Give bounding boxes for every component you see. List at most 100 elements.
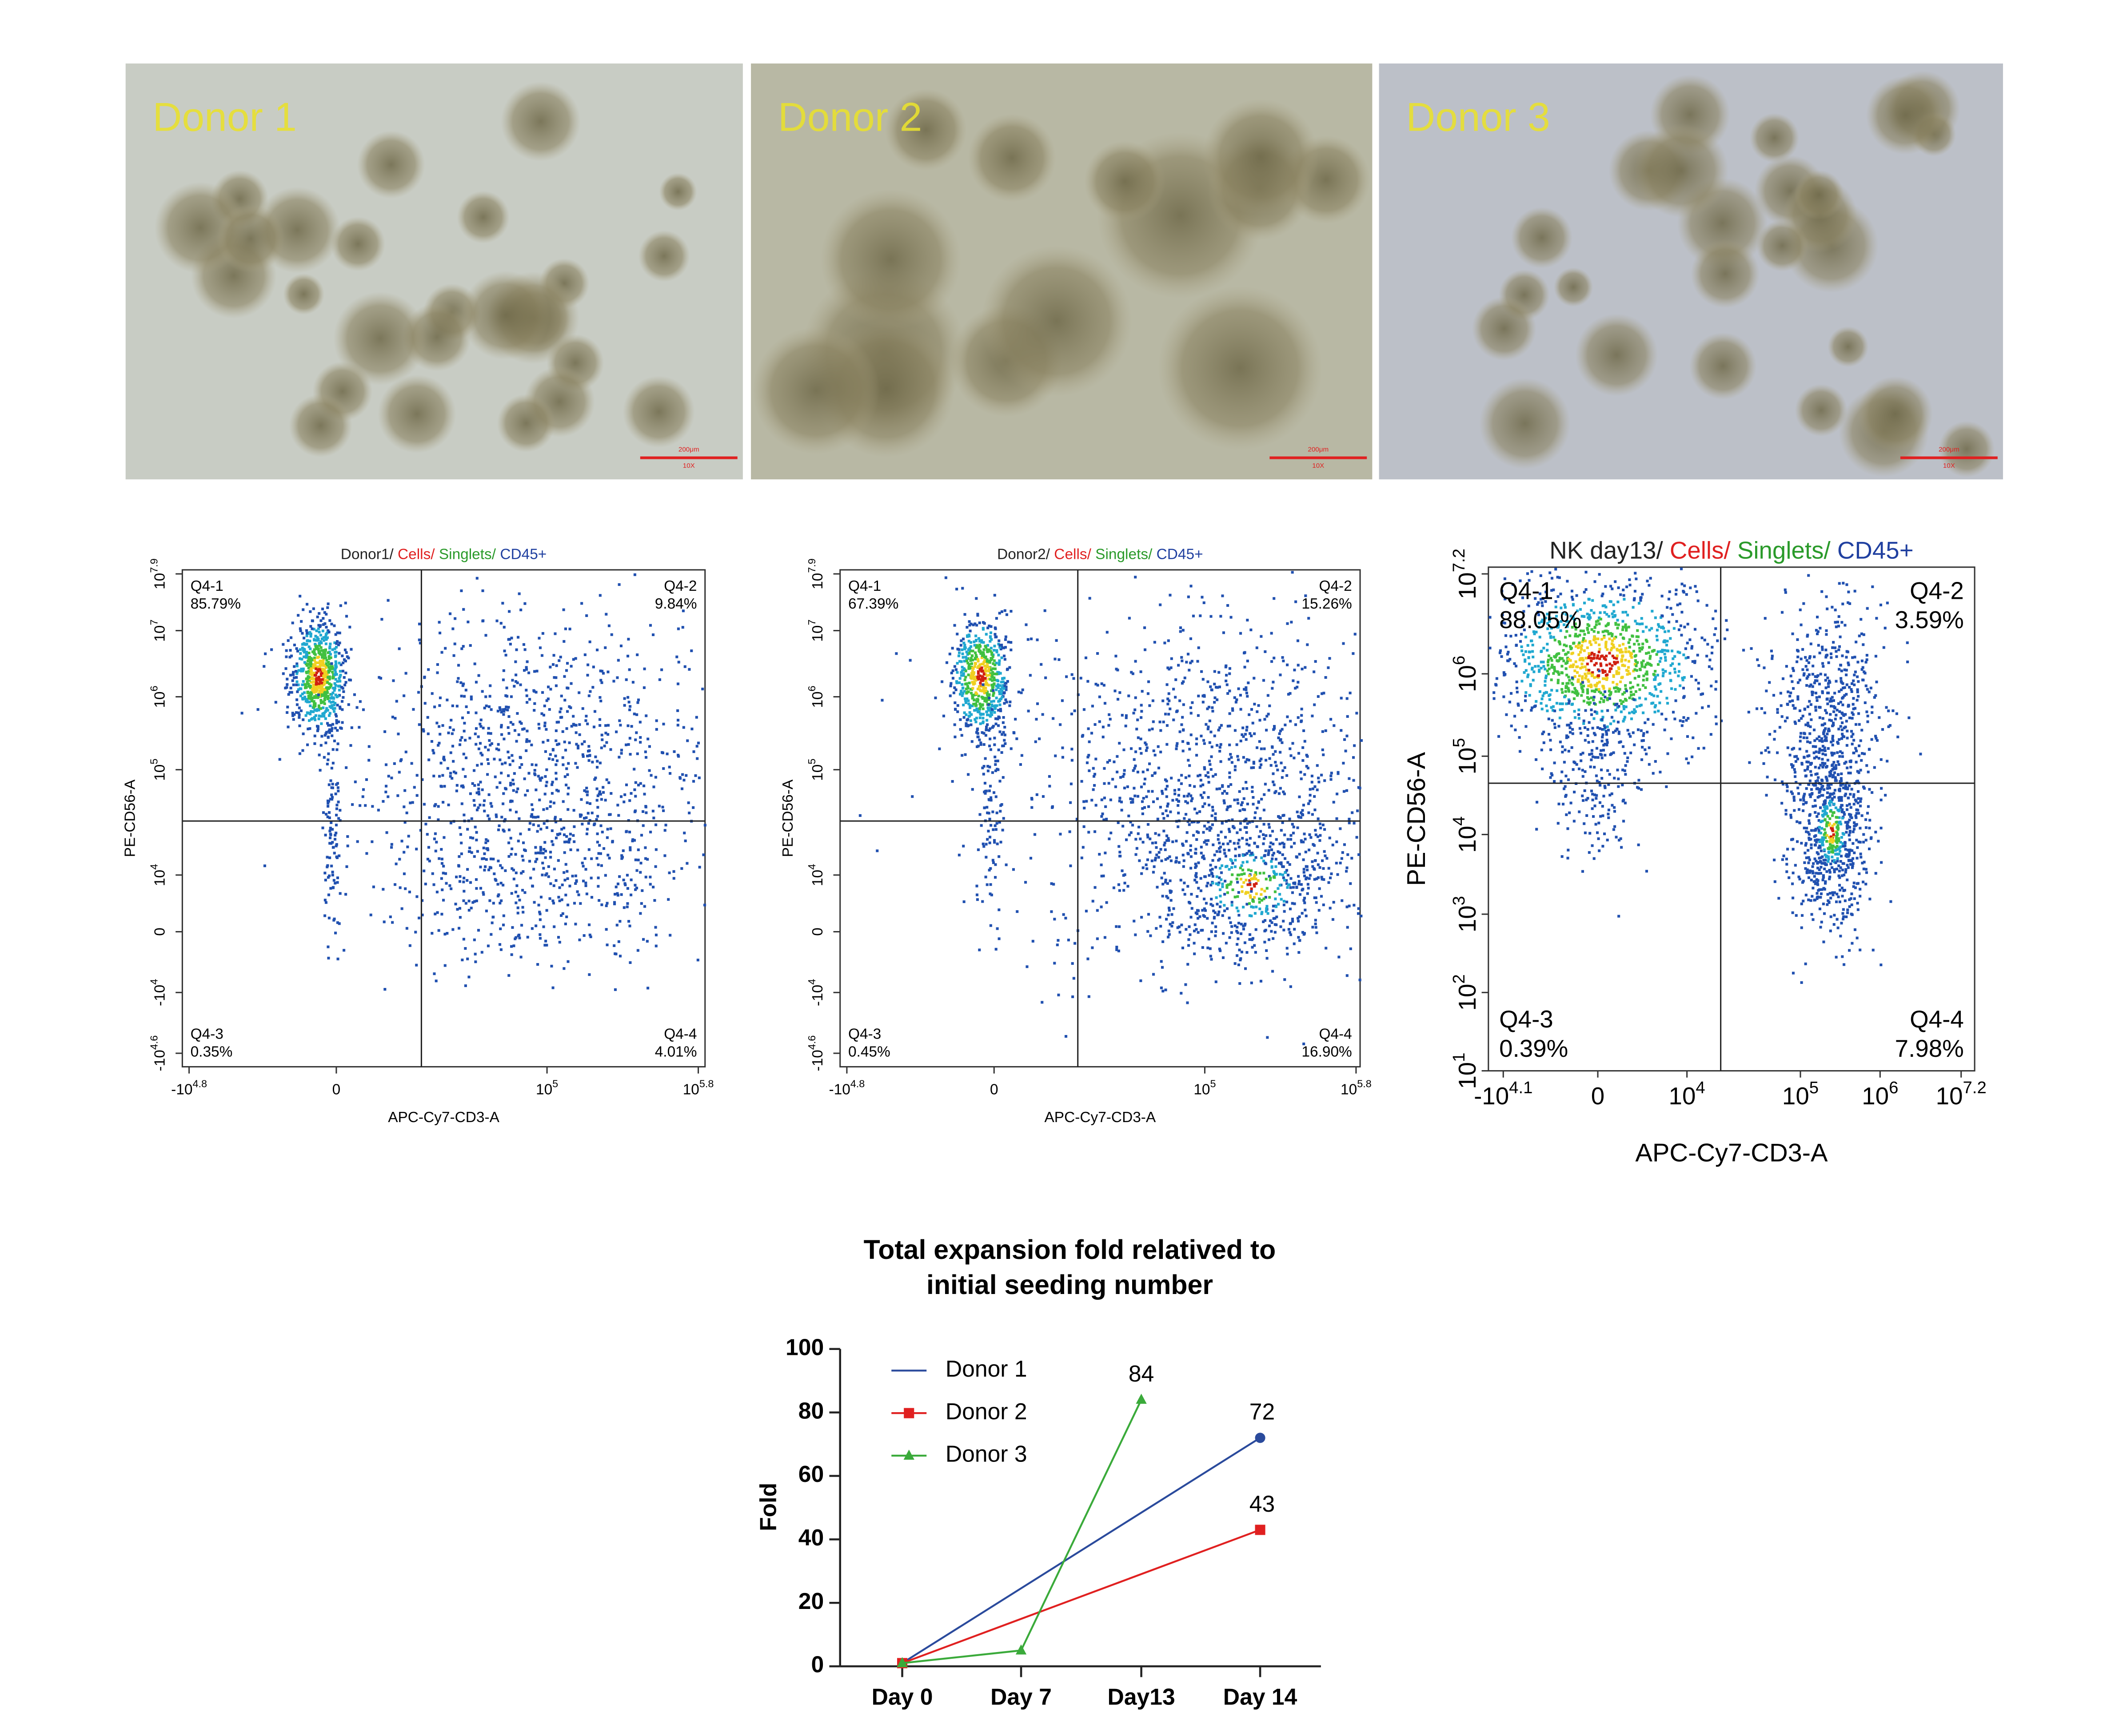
event-dot	[497, 743, 500, 746]
event-dot	[533, 702, 536, 705]
event-dot	[636, 752, 639, 755]
event-dot	[1164, 878, 1167, 882]
event-dot	[415, 848, 418, 851]
tick-base: 10	[810, 870, 826, 886]
event-dot	[1235, 906, 1238, 909]
event-dot	[314, 673, 317, 677]
event-dot	[519, 683, 522, 686]
event-dot	[1243, 665, 1246, 669]
event-dot	[1001, 686, 1004, 689]
event-dot	[1218, 685, 1221, 689]
event-dot	[1222, 799, 1225, 802]
event-dot	[1282, 928, 1285, 932]
event-dot	[303, 661, 306, 664]
event-dot	[403, 694, 406, 697]
event-dot	[1688, 638, 1692, 641]
event-dot	[436, 663, 439, 666]
event-dot	[1636, 629, 1639, 632]
tick-exponent: 4	[806, 979, 818, 985]
event-dot	[1048, 775, 1051, 778]
event-dot	[1629, 681, 1632, 684]
event-dot	[995, 673, 998, 676]
colony	[1689, 332, 1757, 400]
event-dot	[1318, 822, 1321, 825]
event-dot	[1663, 729, 1666, 732]
event-dot	[559, 707, 563, 710]
event-dot	[954, 668, 958, 671]
event-dot	[999, 709, 1002, 713]
event-dot	[438, 857, 441, 860]
colony	[659, 173, 697, 211]
event-dot	[1219, 867, 1222, 870]
event-dot	[507, 638, 510, 641]
event-dot	[284, 667, 287, 670]
event-dot	[1652, 723, 1655, 726]
event-dot	[660, 668, 663, 671]
event-dot	[1154, 856, 1157, 860]
event-dot	[1255, 882, 1258, 885]
event-dot	[491, 921, 494, 924]
event-dot	[240, 712, 243, 715]
event-dot	[1003, 609, 1006, 612]
event-dot	[998, 699, 1002, 702]
flow-title: Donor2/ Cells/ Singlets/ CD45+	[997, 546, 1203, 562]
event-dot	[1500, 655, 1503, 658]
event-dot	[331, 691, 335, 694]
event-dot	[1626, 729, 1629, 732]
event-dot	[328, 677, 331, 680]
event-dot	[596, 840, 599, 844]
event-dot	[649, 883, 652, 886]
event-dot	[1285, 947, 1289, 950]
event-dot	[345, 615, 348, 618]
event-dot	[537, 775, 540, 778]
event-dot	[981, 703, 984, 706]
event-dot	[1258, 872, 1261, 875]
event-dot	[304, 714, 307, 717]
event-dot	[319, 689, 322, 693]
event-dot	[1577, 717, 1580, 720]
event-dot	[599, 792, 602, 796]
event-dot	[582, 880, 585, 883]
event-dot	[1103, 767, 1106, 770]
event-dot	[976, 687, 980, 691]
event-dot	[974, 622, 977, 625]
event-dot	[470, 851, 473, 854]
event-dot	[499, 881, 503, 885]
event-dot	[1231, 707, 1234, 710]
event-dot	[539, 848, 543, 852]
event-dot	[1333, 724, 1336, 727]
event-dot	[995, 704, 998, 707]
event-dot	[496, 883, 499, 886]
event-dot	[1139, 737, 1142, 741]
event-dot	[1195, 838, 1198, 841]
event-dot	[469, 792, 472, 795]
event-dot	[314, 664, 317, 667]
event-dot	[519, 766, 522, 769]
event-dot	[1239, 866, 1242, 869]
event-dot	[335, 645, 338, 649]
event-dot	[522, 841, 525, 844]
event-dot	[526, 660, 529, 663]
event-dot	[1292, 825, 1295, 828]
event-dot	[1550, 589, 1553, 592]
event-dot	[1204, 839, 1207, 842]
event-dot	[677, 753, 680, 757]
event-dot	[1146, 930, 1149, 933]
event-dot	[584, 719, 587, 722]
event-dot	[392, 679, 395, 682]
event-dot	[1203, 907, 1206, 910]
event-dot	[1265, 887, 1269, 890]
event-dot	[382, 888, 385, 891]
tick-exponent: 4.6	[148, 1035, 160, 1050]
event-dot	[1001, 733, 1004, 736]
event-dot	[440, 848, 443, 851]
event-dot	[485, 838, 488, 841]
event-dot	[1237, 937, 1240, 940]
event-dot	[1098, 695, 1101, 698]
event-dot	[311, 658, 315, 661]
event-dot	[1254, 856, 1257, 859]
event-dot	[1297, 951, 1301, 954]
event-dot	[1128, 617, 1131, 620]
event-dot	[1253, 841, 1256, 844]
colony	[333, 291, 427, 386]
